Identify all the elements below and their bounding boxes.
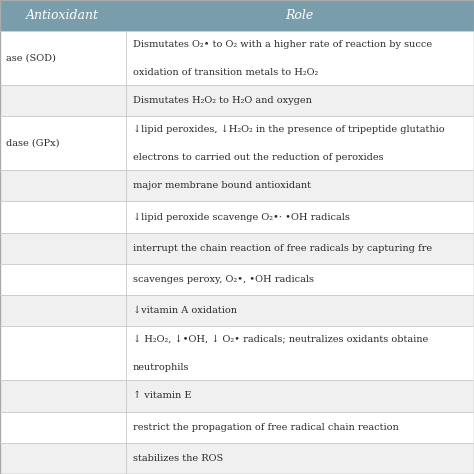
Bar (0, 380, 126, 411)
Text: scavenges peroxy, O₂•, •OH radicals: scavenges peroxy, O₂•, •OH radicals (133, 275, 314, 284)
Text: ase (SOD): ase (SOD) (6, 54, 55, 63)
Text: interrupt the chain reaction of free radicals by capturing fre: interrupt the chain reaction of free rad… (133, 244, 432, 253)
Text: major membrane bound antioxidant: major membrane bound antioxidant (133, 182, 311, 191)
Text: Role: Role (286, 9, 314, 22)
Text: electrons to carried out the reduction of peroxides: electrons to carried out the reduction o… (133, 153, 383, 162)
Bar (126, 233, 474, 264)
Bar (126, 170, 474, 201)
Text: oxidation of transition metals to H₂O₂: oxidation of transition metals to H₂O₂ (133, 68, 318, 77)
Bar (126, 380, 474, 411)
Bar (126, 264, 474, 295)
Bar (126, 201, 474, 233)
Text: Antioxidant: Antioxidant (26, 9, 100, 22)
Bar (126, 116, 474, 170)
Text: dase (GPx): dase (GPx) (6, 139, 59, 148)
Bar (0, 264, 126, 295)
Text: neutrophils: neutrophils (133, 363, 189, 372)
Bar (0, 31, 126, 85)
Bar (0, 233, 126, 264)
Text: stabilizes the ROS: stabilizes the ROS (133, 454, 223, 463)
Text: ↓lipid peroxides, ↓H₂O₂ in the presence of tripeptide glutathio: ↓lipid peroxides, ↓H₂O₂ in the presence … (133, 125, 444, 134)
Text: ↑ vitamin E: ↑ vitamin E (133, 392, 191, 401)
Text: restrict the propagation of free radical chain reaction: restrict the propagation of free radical… (133, 423, 399, 432)
Text: Dismutates H₂O₂ to H₂O and oxygen: Dismutates H₂O₂ to H₂O and oxygen (133, 96, 311, 105)
Bar (126, 327, 474, 380)
Bar (0, 443, 126, 474)
Bar (0, 170, 126, 201)
Bar (0, 327, 126, 380)
Bar (126, 0, 474, 31)
Bar (0, 201, 126, 233)
Bar (0, 295, 126, 327)
Text: ↓ H₂O₂, ↓•OH, ↓ O₂• radicals; neutralizes oxidants obtaine: ↓ H₂O₂, ↓•OH, ↓ O₂• radicals; neutralize… (133, 335, 428, 344)
Bar (0, 116, 126, 170)
Text: ↓lipid peroxide scavenge O₂•· •OH radicals: ↓lipid peroxide scavenge O₂•· •OH radica… (133, 212, 350, 222)
Bar (126, 443, 474, 474)
Bar (126, 411, 474, 443)
Text: ↓vitamin A oxidation: ↓vitamin A oxidation (133, 306, 237, 315)
Bar (126, 31, 474, 85)
Bar (0, 85, 126, 116)
Bar (0, 0, 126, 31)
Bar (126, 295, 474, 327)
Text: Dismutates O₂• to O₂ with a higher rate of reaction by succe: Dismutates O₂• to O₂ with a higher rate … (133, 40, 432, 49)
Bar (126, 85, 474, 116)
Bar (0, 411, 126, 443)
